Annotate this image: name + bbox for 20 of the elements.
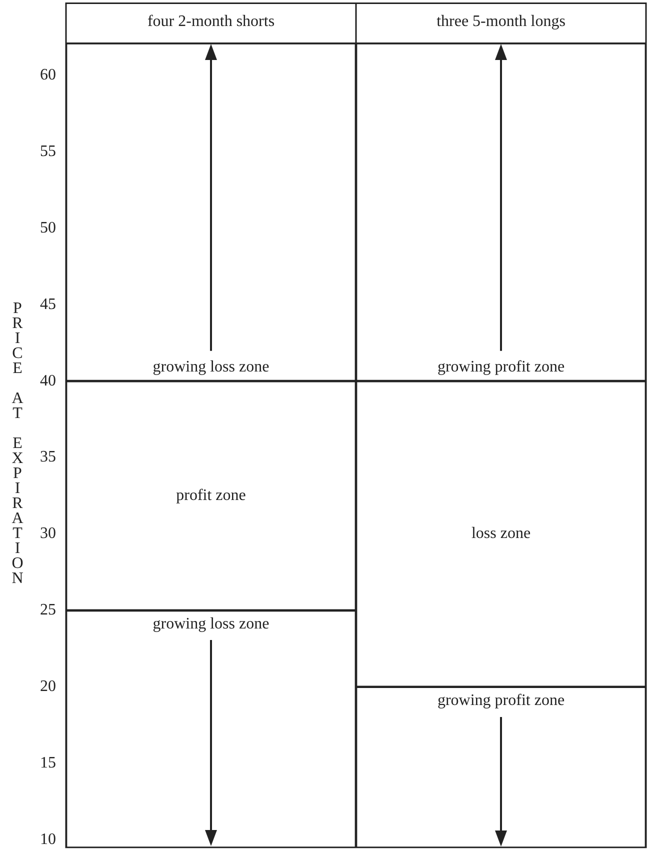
data-label: profit zone	[176, 486, 246, 504]
x-tick-label: four 2-month shorts	[147, 12, 275, 30]
y-tick-label: 35	[40, 448, 56, 466]
y-tick-label: 15	[40, 754, 56, 772]
y-tick-label: 20	[40, 678, 56, 696]
y-tick-label: 25	[40, 602, 56, 619]
data-label: growing profit zone	[437, 692, 565, 710]
data-label: growing loss zone	[152, 616, 270, 633]
data-label: growing profit zone	[437, 358, 565, 376]
y-tick-label: 40	[40, 372, 56, 390]
y-axis-title: PRICE AT EXPIRATION	[8, 300, 26, 585]
y-tick-label: 10	[40, 830, 56, 848]
data-label: growing loss zone	[152, 358, 270, 376]
data-label: loss zone	[471, 525, 531, 542]
y-tick-label: 50	[40, 219, 56, 236]
y-tick-label: 45	[40, 296, 56, 313]
x-tick-label: three 5-month longs	[436, 12, 566, 30]
y-tick-label: 30	[40, 525, 56, 542]
y-tick-label: 55	[40, 142, 56, 160]
y-tick-label: 60	[40, 66, 56, 84]
